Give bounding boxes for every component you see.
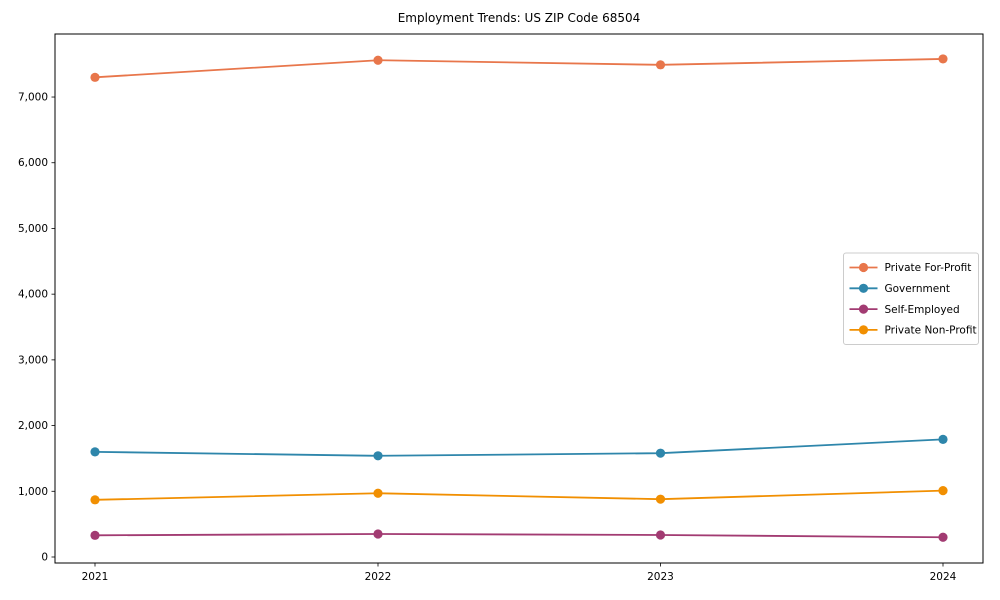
- series-point-self-employed: [938, 532, 948, 542]
- y-axis-tick-label: 5,000: [18, 223, 48, 235]
- series-point-private-non-profit: [90, 495, 100, 505]
- y-axis-tick-label: 0: [41, 552, 48, 564]
- series-line-government: [94, 438, 944, 457]
- x-axis-tick-label: 2022: [365, 571, 392, 583]
- series-point-private-for-profit: [938, 54, 948, 64]
- y-axis-tick-label: 3,000: [18, 354, 48, 366]
- x-axis-tick-label: 2021: [82, 571, 109, 583]
- x-axis-tick-label: 2024: [930, 571, 957, 583]
- series-point-private-for-profit: [90, 72, 100, 82]
- series-line-self-employed: [94, 533, 944, 539]
- chart-title: Employment Trends: US ZIP Code 68504: [397, 11, 641, 25]
- series-point-government: [373, 451, 383, 461]
- series-point-private-for-profit: [373, 55, 383, 65]
- series-point-self-employed: [90, 530, 100, 540]
- y-axis-tick-label: 6,000: [18, 157, 48, 169]
- series-line-private-non-profit: [94, 489, 944, 501]
- series-point-government: [90, 447, 100, 457]
- legend-marker-government: [858, 283, 869, 293]
- plot-area: [54, 33, 984, 564]
- series-point-self-employed: [655, 530, 666, 540]
- series-point-government: [938, 434, 948, 444]
- series-point-government: [655, 448, 666, 458]
- x-axis-tick-label: 2023: [647, 571, 674, 583]
- legend-label-private-for-profit: Private For-Profit: [885, 262, 972, 274]
- series-point-private-for-profit: [655, 60, 666, 70]
- y-axis-tick-label: 2,000: [18, 420, 48, 432]
- legend-label-private-non-profit: Private Non-Profit: [885, 325, 977, 337]
- series-point-private-non-profit: [938, 486, 948, 496]
- legend-label-government: Government: [885, 283, 950, 295]
- legend-marker-private-for-profit: [858, 262, 869, 273]
- legend-marker-private-non-profit: [858, 325, 869, 335]
- y-axis-tick-label: 7,000: [18, 92, 48, 104]
- series-point-private-non-profit: [655, 494, 666, 504]
- series-point-private-non-profit: [373, 488, 383, 498]
- y-axis-tick-label: 4,000: [18, 289, 48, 301]
- y-axis-tick-label: 1,000: [18, 486, 48, 498]
- legend-label-self-employed: Self-Employed: [885, 304, 960, 316]
- series-point-self-employed: [373, 529, 383, 539]
- legend-marker-self-employed: [858, 304, 869, 314]
- legend: [843, 252, 979, 345]
- series-line-private-for-profit: [94, 58, 944, 79]
